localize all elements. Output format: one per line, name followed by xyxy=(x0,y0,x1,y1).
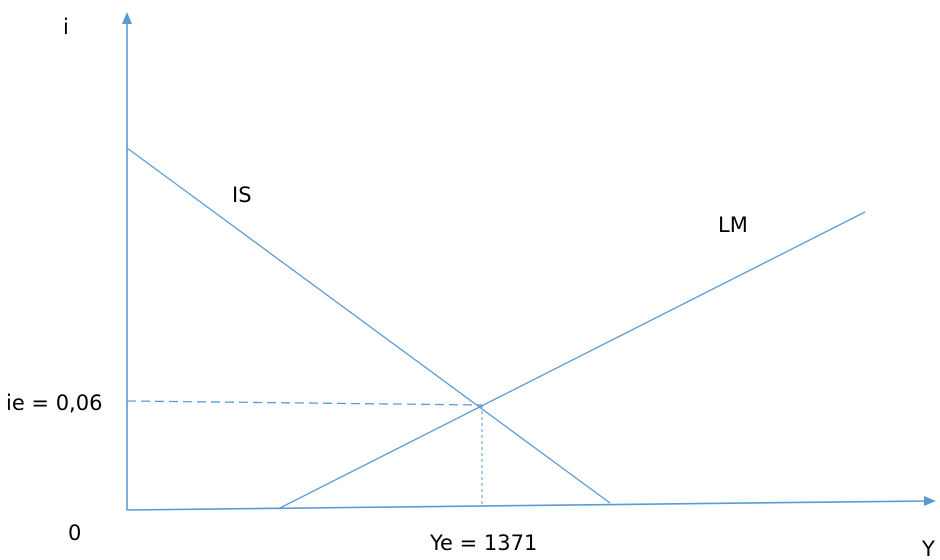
equilibrium-interest-guide xyxy=(126,400,483,406)
equilibrium-interest-label: ie = 0,06 xyxy=(6,391,102,415)
x-axis-arrowhead xyxy=(924,496,936,506)
origin-label: 0 xyxy=(68,521,81,545)
lm-curve-label: LM xyxy=(718,213,748,237)
y-axis-arrowhead xyxy=(122,12,132,24)
y-axis-label: i xyxy=(63,15,69,39)
x-axis-label: Y xyxy=(921,537,935,560)
equilibrium-income-label: Ye = 1371 xyxy=(429,531,537,555)
x-axis xyxy=(126,500,927,511)
is-curve-label: IS xyxy=(232,183,252,207)
is-curve xyxy=(126,147,611,504)
lm-curve xyxy=(277,211,866,510)
